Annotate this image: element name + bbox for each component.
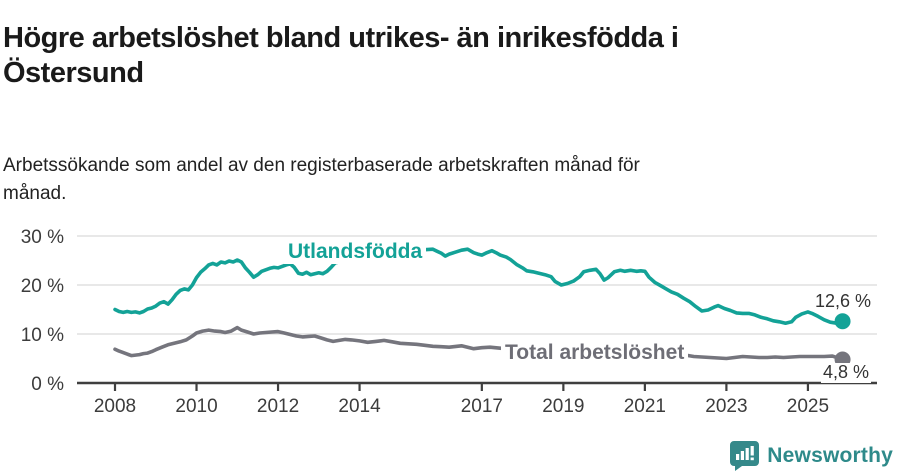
x-tick-label: 2019 — [542, 396, 584, 417]
series-line-utlandsfodda — [113, 247, 845, 326]
brand-name: Newsworthy — [767, 443, 893, 467]
y-tick-label: 20 % — [21, 276, 64, 297]
x-tick-label: 2012 — [257, 396, 299, 417]
end-value-label-utlandsfodda: 12,6 % — [815, 291, 872, 311]
series-label-total-arbetsloshet: Total arbetslöshet — [501, 340, 689, 366]
end-value-label-total: 4,8 % — [821, 362, 872, 383]
chart-subtitle: Arbetssökande som andel av den registerb… — [3, 155, 640, 204]
x-tick-label: 2021 — [624, 396, 666, 417]
y-tick-label: 10 % — [21, 325, 64, 346]
speech-bubble-bar-chart-icon — [730, 441, 760, 471]
x-tick-label: 2017 — [461, 396, 503, 417]
series-line-total — [113, 325, 845, 362]
x-tick-label: 2014 — [338, 396, 381, 417]
x-tick-label: 2023 — [705, 396, 747, 417]
x-tick-label: 2010 — [175, 396, 217, 417]
page-title: Högre arbetslöshet bland utrikes- än inr… — [3, 22, 679, 89]
series-end-dot-utlandsfodda — [834, 313, 851, 330]
y-tick-label: 30 % — [21, 227, 64, 248]
newsworthy-logo: Newsworthy — [730, 440, 893, 471]
x-tick-label: 2025 — [787, 396, 829, 417]
y-tick-label: 0 % — [31, 374, 64, 395]
series-label-utlandsfodda: Utlandsfödda — [284, 239, 427, 265]
x-tick-label: 2008 — [94, 396, 136, 417]
